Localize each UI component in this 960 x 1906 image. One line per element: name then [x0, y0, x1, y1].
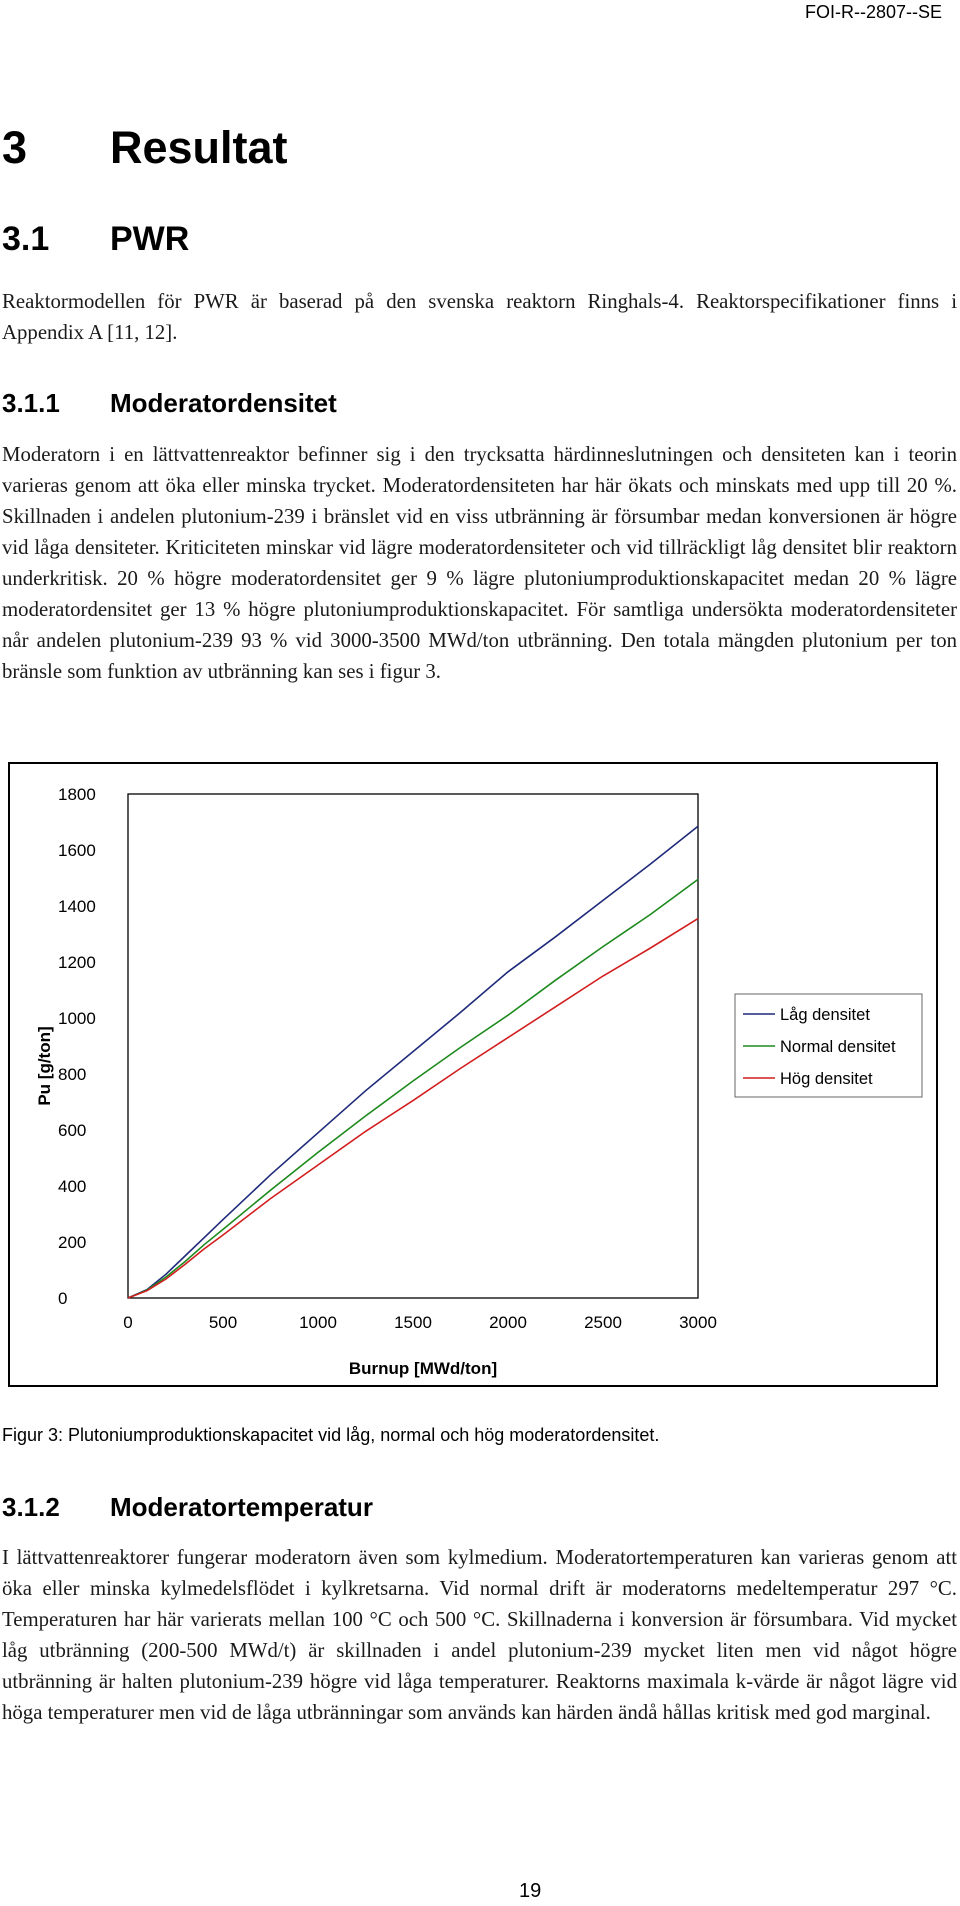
x-tick-label: 3000 [679, 1313, 717, 1332]
section-title: Resultat [110, 122, 288, 173]
sub1-paragraph: Moderatorn i en lättvattenreaktor befinn… [2, 443, 957, 683]
sub2-heading: 3.1.2 Moderatortemperatur [2, 1492, 373, 1523]
chart: 0 200 400 600 800 1000 1200 1400 1600 1800 0 500 100… [35, 785, 923, 1378]
y-tick-label: 400 [58, 1177, 86, 1196]
plot-area [127, 793, 699, 1299]
subsection-number: 3.1 [2, 220, 50, 258]
sub1-title: Moderatordensitet [110, 388, 337, 418]
y-tick-label: 1800 [58, 785, 96, 804]
x-tick-label: 0 [123, 1313, 132, 1332]
y-axis-label: Pu [g/ton] [35, 1026, 54, 1105]
page-number: 19 [519, 1880, 542, 1902]
section-heading: 3 Resultat [2, 122, 288, 174]
y-tick-label: 1200 [58, 953, 96, 972]
y-tick-label: 800 [58, 1065, 86, 1084]
x-tick-label: 1000 [299, 1313, 337, 1332]
sub2-title: Moderatortemperatur [110, 1492, 373, 1522]
figure-caption: Figur 3: Plutoniumproduktionskapacitet v… [2, 1425, 660, 1445]
sub1-number: 3.1.1 [2, 388, 60, 418]
y-tick-label: 1400 [58, 897, 96, 916]
sub2-paragraph: I lättvattenreaktorer fungerar moderator… [2, 1546, 957, 1724]
report-id: FOI-R--2807--SE [804, 2, 942, 22]
subsection-heading: 3.1 PWR [2, 220, 189, 259]
intro-paragraph: Reaktormodellen för PWR är baserad på de… [2, 290, 957, 344]
x-tick-label: 500 [209, 1313, 237, 1332]
legend-label: Hög densitet [780, 1070, 873, 1088]
x-tick-label: 2500 [584, 1313, 622, 1332]
legend-label: Normal densitet [780, 1038, 896, 1056]
x-tick-label: 1500 [394, 1313, 432, 1332]
y-tick-label: 0 [58, 1289, 67, 1308]
sub2-number: 3.1.2 [2, 1492, 60, 1522]
section-number: 3 [2, 122, 28, 173]
legend-label: Låg densitet [780, 1006, 870, 1024]
series-line-1 [127, 825, 699, 1299]
subsection-title: PWR [110, 220, 190, 258]
sub1-heading: 3.1.1 Moderatordensitet [2, 388, 337, 419]
series-line-2 [127, 878, 699, 1299]
y-tick-label: 200 [58, 1233, 86, 1252]
series-line-3 [127, 917, 699, 1299]
x-tick-label: 2000 [489, 1313, 527, 1332]
y-tick-label: 1000 [58, 1009, 96, 1028]
chart-frame [8, 762, 938, 1387]
y-tick-label: 1600 [58, 841, 96, 860]
y-tick-label: 600 [58, 1121, 86, 1140]
x-axis-label: Burnup [MWd/ton] [349, 1359, 497, 1378]
